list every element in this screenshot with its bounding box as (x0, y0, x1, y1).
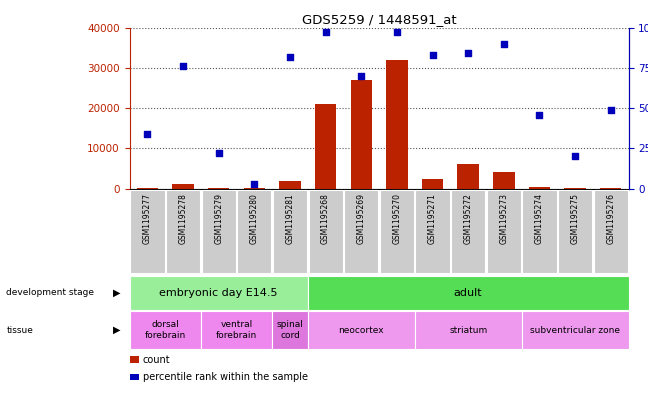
Text: embryonic day E14.5: embryonic day E14.5 (159, 288, 278, 298)
Text: GSM1195280: GSM1195280 (250, 193, 259, 244)
Point (427, 52, 437, 58)
Bar (272, 311, 308, 349)
Text: subventricular zone: subventricular zone (530, 326, 620, 334)
Bar (208, 188, 229, 189)
Text: neocortex: neocortex (338, 326, 384, 334)
Bar (166, 190, 200, 274)
Point (605, 107, 616, 113)
Bar (279, 182, 301, 189)
Bar (594, 190, 628, 274)
Bar (172, 184, 194, 189)
Bar (237, 190, 272, 274)
Bar (422, 178, 443, 189)
Bar (308, 190, 343, 274)
Text: percentile rank within the sample: percentile rank within the sample (143, 372, 308, 382)
Bar (130, 190, 165, 274)
Bar (558, 190, 592, 274)
Point (570, 153, 580, 160)
Point (284, 53, 295, 60)
Point (213, 150, 224, 156)
Point (178, 63, 188, 69)
Text: GSM1195275: GSM1195275 (571, 193, 579, 244)
Bar (529, 187, 550, 189)
Text: ventral
forebrain: ventral forebrain (216, 320, 257, 340)
Point (320, 29, 330, 35)
Text: ▶: ▶ (113, 288, 121, 298)
Bar (522, 190, 557, 274)
Title: GDS5259 / 1448591_at: GDS5259 / 1448591_at (302, 13, 456, 26)
Bar (600, 188, 621, 189)
Bar (351, 80, 372, 189)
Bar (130, 311, 201, 349)
Point (142, 131, 153, 137)
Point (463, 50, 473, 57)
Bar (457, 164, 479, 189)
Text: development stage: development stage (6, 288, 95, 297)
Bar (201, 311, 272, 349)
Bar (308, 311, 415, 349)
Text: dorsal
forebrain: dorsal forebrain (145, 320, 186, 340)
Bar (451, 190, 485, 274)
Point (391, 29, 402, 35)
Point (498, 40, 509, 47)
Bar (308, 276, 629, 310)
Text: GSM1195272: GSM1195272 (464, 193, 472, 244)
Bar (487, 190, 521, 274)
Bar (273, 190, 307, 274)
Bar (386, 60, 408, 189)
Bar (344, 190, 378, 274)
Bar (415, 190, 450, 274)
Text: GSM1195274: GSM1195274 (535, 193, 544, 244)
Text: spinal
cord: spinal cord (277, 320, 303, 340)
Text: ▶: ▶ (113, 325, 121, 335)
Bar (415, 311, 522, 349)
Text: count: count (143, 354, 170, 365)
Bar (130, 276, 308, 310)
Text: GSM1195271: GSM1195271 (428, 193, 437, 244)
Text: GSM1195281: GSM1195281 (286, 193, 294, 244)
Text: GSM1195270: GSM1195270 (393, 193, 401, 244)
Bar (244, 187, 265, 189)
Bar (137, 188, 158, 189)
Bar (315, 104, 336, 189)
Bar (522, 311, 629, 349)
Text: striatum: striatum (449, 326, 487, 334)
Text: GSM1195279: GSM1195279 (214, 193, 223, 244)
Text: tissue: tissue (6, 326, 33, 334)
Text: GSM1195277: GSM1195277 (143, 193, 152, 244)
Text: GSM1195268: GSM1195268 (321, 193, 330, 244)
Text: GSM1195276: GSM1195276 (607, 193, 615, 244)
Bar (202, 190, 236, 274)
Point (534, 111, 544, 118)
Text: GSM1195278: GSM1195278 (179, 193, 187, 244)
Bar (564, 188, 586, 189)
Text: GSM1195273: GSM1195273 (500, 193, 508, 244)
Point (249, 181, 259, 187)
Text: GSM1195269: GSM1195269 (357, 193, 365, 244)
Bar (380, 190, 414, 274)
Bar (493, 172, 515, 189)
Text: adult: adult (454, 288, 483, 298)
Point (356, 73, 366, 79)
